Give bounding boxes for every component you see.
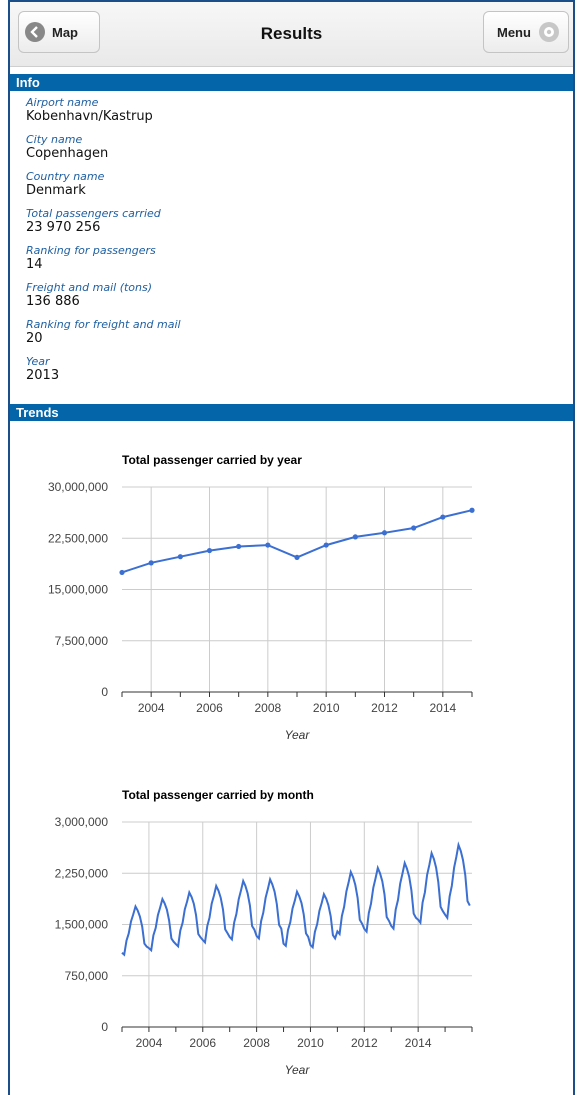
x-tick-label: 2012 <box>351 1036 378 1050</box>
info-field-value: Denmark <box>26 183 86 198</box>
info-field-label: Ranking for passengers <box>26 244 156 257</box>
y-tick-label: 22,500,000 <box>48 531 108 545</box>
chart-title: Total passenger carried by month <box>122 788 314 802</box>
data-point <box>177 554 183 560</box>
x-tick-label: 2010 <box>297 1036 324 1050</box>
data-point <box>265 542 271 548</box>
data-point <box>352 534 358 540</box>
info-field: Ranking for passengers 14 <box>26 244 156 272</box>
info-field-label: Year <box>26 355 50 368</box>
data-point <box>206 547 213 554</box>
info-field-label: Total passengers carried <box>26 207 161 220</box>
header-bar: Map Results Menu <box>10 2 573 67</box>
x-tick-label: 2014 <box>429 701 456 715</box>
data-point <box>323 542 329 548</box>
info-field-label: Airport name <box>26 96 99 109</box>
data-point <box>381 530 388 536</box>
info-field-label: Freight and mail (tons) <box>26 281 153 294</box>
info-field-value: 20 <box>26 331 43 346</box>
series-line <box>121 841 471 957</box>
x-tick-label: 2006 <box>196 701 223 715</box>
info-field: Freight and mail (tons) 136 886 <box>26 281 152 309</box>
y-tick-label: 750,000 <box>65 969 109 983</box>
x-tick-label: 2014 <box>405 1036 432 1050</box>
info-field-value: Kobenhavn/Kastrup <box>26 109 153 124</box>
x-tick-label: 2012 <box>371 701 398 715</box>
y-tick-label: 2,250,000 <box>55 866 109 880</box>
info-field: City name Copenhagen <box>26 133 108 161</box>
data-point <box>440 514 446 520</box>
x-tick-label: 2004 <box>138 701 165 715</box>
y-tick-label: 15,000,000 <box>48 583 108 597</box>
monthly-passenger-chart: Total passenger carried by month 0 750,000… <box>55 788 473 1077</box>
x-axis-title: Year <box>285 728 311 742</box>
gear-icon <box>538 22 559 42</box>
data-point <box>236 543 242 550</box>
y-tick-label: 1,500,000 <box>55 918 109 932</box>
map-back-button[interactable]: Map <box>18 11 100 53</box>
chart-title: Total passenger carried by year <box>122 453 302 467</box>
info-field: Country name Denmark <box>26 170 104 198</box>
menu-button[interactable]: Menu <box>483 11 569 53</box>
map-button-label: Map <box>52 24 78 40</box>
info-field: Ranking for freight and mail 20 <box>26 318 181 346</box>
y-tick-label: 3,000,000 <box>55 815 109 829</box>
y-tick-label: 30,000,000 <box>48 480 108 494</box>
data-point <box>411 525 417 531</box>
series-line <box>121 509 473 574</box>
info-field-value: 136 886 <box>26 294 80 309</box>
chevron-left-icon <box>25 22 45 42</box>
y-tick-label: 0 <box>101 1020 108 1034</box>
page-title: Results <box>260 24 323 43</box>
data-point <box>469 507 475 513</box>
info-field-value: 23 970 256 <box>26 220 101 235</box>
yearly-passenger-chart: Total passenger carried by year 0 7,500,00… <box>48 453 475 742</box>
x-axis-title: Year <box>285 1063 311 1077</box>
x-tick-label: 2004 <box>136 1036 163 1050</box>
data-point <box>148 560 154 566</box>
data-point <box>294 554 300 560</box>
info-field-label: City name <box>26 133 83 146</box>
info-field: Total passengers carried 23 970 256 <box>26 207 161 235</box>
info-field-value: Copenhagen <box>26 146 109 161</box>
app-frame: Map Results Menu Info Airport name Kobenh… <box>8 0 575 1095</box>
x-tick-label: 2008 <box>254 701 281 715</box>
trends-section-header: Trends <box>10 404 573 421</box>
y-tick-label: 7,500,000 <box>55 634 109 648</box>
info-field: Airport name Kobenhavn/Kastrup <box>26 96 153 124</box>
data-point <box>119 569 125 576</box>
x-tick-label: 2006 <box>189 1036 216 1050</box>
info-field-label: Ranking for freight and mail <box>26 318 181 331</box>
info-field-label: Country name <box>26 170 105 183</box>
x-tick-label: 2010 <box>313 701 340 715</box>
x-tick-label: 2008 <box>243 1036 270 1050</box>
info-field-value: 14 <box>26 257 43 272</box>
info-field-value: 2013 <box>26 368 60 383</box>
info-section-header: Info <box>10 74 573 91</box>
menu-button-label: Menu <box>497 24 531 40</box>
info-field: Year 2013 <box>26 355 59 383</box>
y-tick-label: 0 <box>101 685 108 699</box>
